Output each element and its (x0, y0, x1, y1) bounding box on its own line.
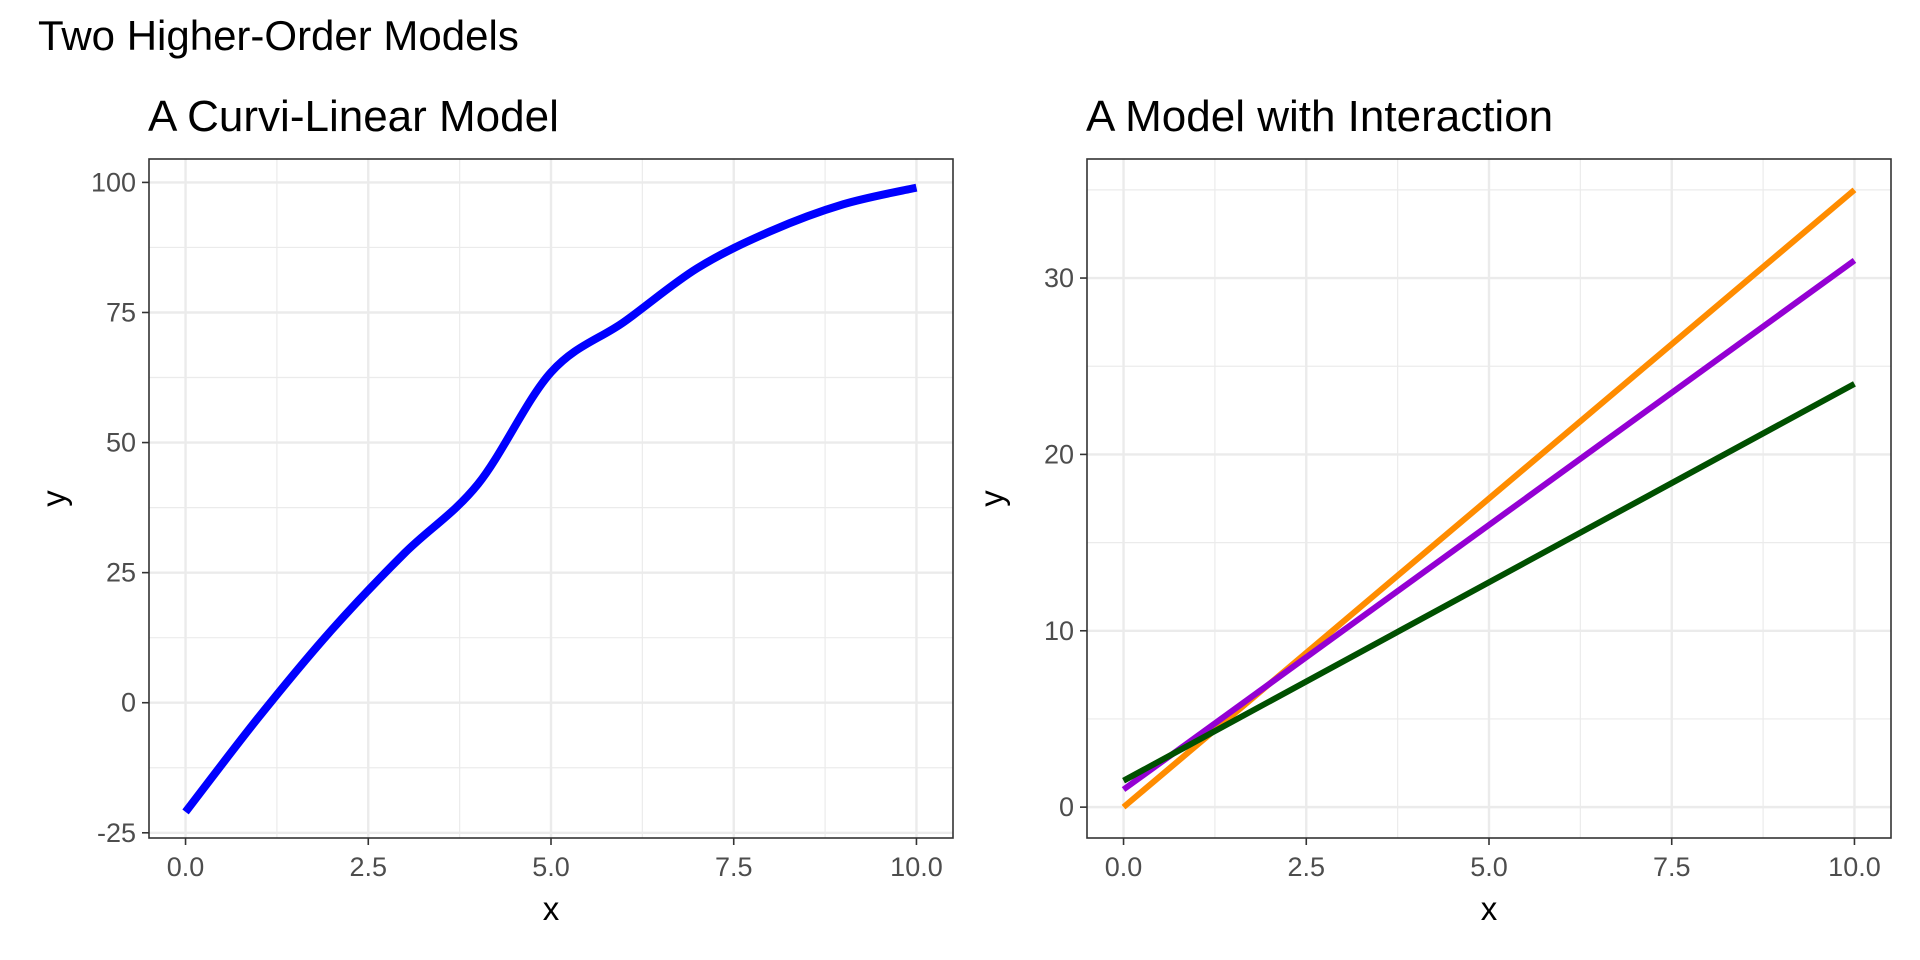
y-tick-label: 75 (106, 297, 136, 327)
x-tick-label: 7.5 (715, 852, 753, 882)
x-tick-label: 0.0 (1105, 852, 1143, 882)
x-tick-label: 7.5 (1653, 852, 1691, 882)
panel-title: A Curvi-Linear Model (148, 92, 559, 141)
x-tick-label: 10.0 (1828, 852, 1881, 882)
x-tick-label: 5.0 (532, 852, 570, 882)
y-tick-label: -25 (97, 818, 136, 848)
y-tick-label: 20 (1044, 439, 1074, 469)
x-tick-label: 10.0 (890, 852, 943, 882)
x-tick-label: 2.5 (349, 852, 387, 882)
y-tick-label: 50 (106, 428, 136, 458)
y-tick-label: 25 (106, 558, 136, 588)
y-tick-label: 10 (1044, 616, 1074, 646)
y-tick-label: 100 (91, 167, 136, 197)
y-axis-title: y (35, 490, 72, 507)
x-axis-title: x (543, 890, 560, 927)
y-tick-label: 0 (121, 688, 136, 718)
x-tick-label: 2.5 (1287, 852, 1325, 882)
y-axis-title: y (973, 490, 1010, 507)
panel-curvilinear: A Curvi-Linear Model 0.0 2.5 5.0 7.5 10.0 -25… (35, 92, 954, 927)
y-tick-label: 0 (1059, 792, 1074, 822)
panel-interaction: A Model with Interaction 0.0 2.5 5.0 7.5 10.… (973, 92, 1892, 927)
x-axis-title: x (1481, 890, 1498, 927)
x-tick-label: 0.0 (167, 852, 205, 882)
x-tick-label: 5.0 (1470, 852, 1508, 882)
y-tick-label: 30 (1044, 263, 1074, 293)
series-line-2 (1122, 381, 1856, 784)
series-line-0 (182, 183, 918, 815)
series-line-1 (1121, 257, 1857, 792)
panel-title: A Model with Interaction (1086, 92, 1553, 141)
figure-title: Two Higher-Order Models (38, 12, 519, 59)
